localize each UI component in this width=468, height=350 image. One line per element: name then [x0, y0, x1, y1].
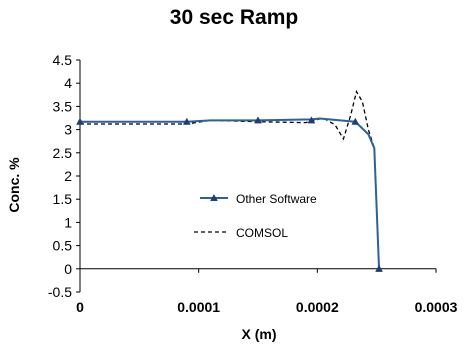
series-line-comsol	[80, 89, 380, 269]
legend-label-other-software: Other Software	[236, 192, 317, 206]
data-point-marker	[375, 264, 383, 272]
y-tick-label: 2	[64, 168, 72, 184]
y-tick-label: 1.5	[53, 191, 73, 207]
data-point-marker	[76, 117, 84, 125]
y-tick-label: 1	[64, 214, 72, 230]
y-tick-label: 4.5	[53, 52, 73, 68]
x-tick-label: 0	[76, 299, 84, 315]
y-tick-label: 0	[64, 261, 72, 277]
y-tick-label: 3	[64, 122, 72, 138]
x-axis-label: X (m)	[241, 326, 277, 342]
data-point-marker	[254, 116, 262, 124]
legend-marker-other-software	[210, 193, 218, 202]
x-tick-label: 0.0003	[415, 299, 458, 315]
series-line-other-software	[80, 117, 381, 269]
y-tick-label: 2.5	[53, 145, 73, 161]
y-tick-label: 3.5	[53, 98, 73, 114]
y-tick-label: -0.5	[48, 284, 72, 300]
x-tick-label: 0.0002	[296, 299, 339, 315]
chart-title: 30 sec Ramp	[169, 6, 299, 29]
y-tick-label: 4	[64, 75, 72, 91]
y-tick-label: 0.5	[53, 238, 73, 254]
data-point-marker	[307, 116, 316, 124]
legend-label-comsol: COMSOL	[236, 226, 288, 240]
x-tick-label: 0.0001	[177, 299, 220, 315]
data-point-marker	[182, 117, 191, 125]
data-point-marker	[351, 117, 360, 125]
